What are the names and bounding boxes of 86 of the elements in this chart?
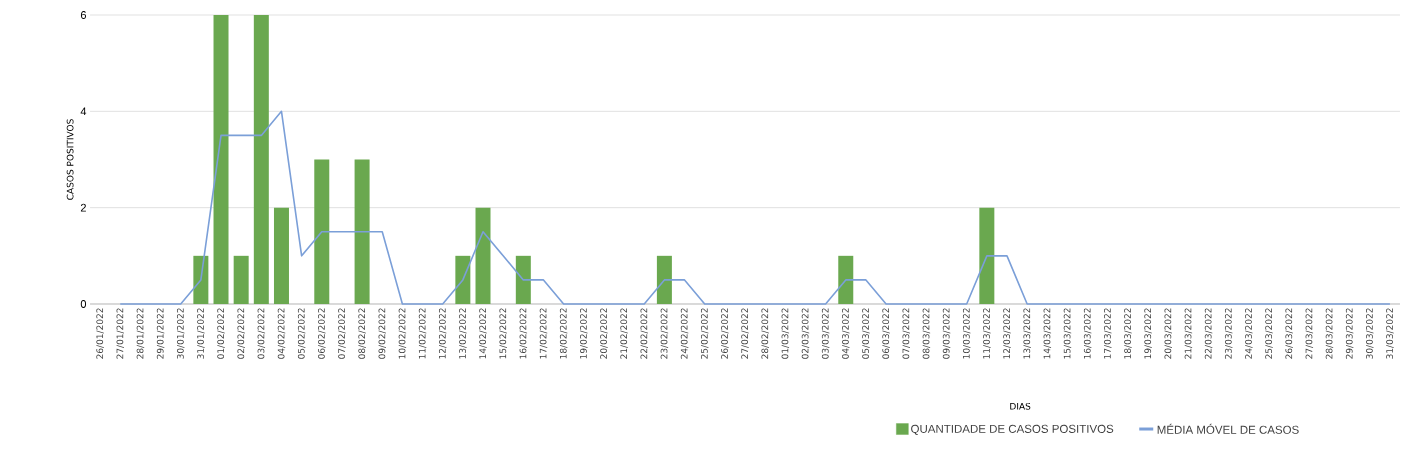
x-tick-label: 06/03/2022 xyxy=(882,308,890,359)
x-tick-label: 03/03/2022 xyxy=(821,308,830,359)
x-tick-label: 02/02/2022 xyxy=(237,308,245,359)
y-tick-label: 6 xyxy=(80,11,86,19)
x-tick-label: 01/03/2022 xyxy=(781,308,790,359)
x-tick-label: 10/02/2022 xyxy=(398,308,407,359)
x-tick-label: 28/01/2022 xyxy=(136,308,145,359)
x-tick-label: 18/03/2022 xyxy=(1124,308,1132,359)
legend-label: QUANTIDADE DE CASOS POSITIVOS xyxy=(911,424,1114,435)
x-tick-label: 31/01/2022 xyxy=(197,308,205,359)
x-tick-label: 02/03/2022 xyxy=(801,308,810,359)
x-tick-label: 26/02/2022 xyxy=(721,308,729,359)
x-tick-label: 15/03/2022 xyxy=(1063,308,1072,359)
x-tick-label: 04/03/2022 xyxy=(842,308,850,359)
x-tick-label: 21/02/2022 xyxy=(620,308,628,359)
x-tick-label: 25/03/2022 xyxy=(1265,308,1273,359)
x-tick-label: 20/03/2022 xyxy=(1164,308,1172,359)
x-tick-label: 05/03/2022 xyxy=(862,308,870,359)
x-tick-label: 11/02/2022 xyxy=(418,308,427,359)
bar xyxy=(354,159,370,304)
x-tick-label: 07/02/2022 xyxy=(338,308,346,359)
x-tick-label: 09/03/2022 xyxy=(942,308,951,359)
bar xyxy=(253,15,269,304)
x-tick-label: 19/03/2022 xyxy=(1144,308,1152,359)
x-tick-label: 03/02/2022 xyxy=(257,308,266,359)
x-tick-label: 27/02/2022 xyxy=(741,308,749,359)
x-tick-label: 08/03/2022 xyxy=(922,308,931,359)
bar xyxy=(455,255,471,304)
x-tick-label: 30/01/2022 xyxy=(176,308,185,359)
legend-label: MÉDIA MÓVEL DE CASOS xyxy=(1157,423,1299,434)
x-tick-label: 24/03/2022 xyxy=(1245,308,1253,359)
x-tick-label: 23/03/2022 xyxy=(1224,308,1233,359)
bar xyxy=(233,255,249,304)
y-tick-label: 2 xyxy=(80,203,86,212)
bar xyxy=(193,255,209,304)
x-tick-label: 16/03/2022 xyxy=(1083,308,1092,359)
bar xyxy=(273,207,289,304)
y-tick-label: 0 xyxy=(80,300,87,308)
x-tick-label: 26/01/2022 xyxy=(96,308,104,359)
bar xyxy=(979,207,995,304)
x-tick-label: 14/02/2022 xyxy=(479,308,487,359)
x-tick-label: 22/02/2022 xyxy=(640,308,648,359)
x-tick-label: 14/03/2022 xyxy=(1043,308,1052,359)
x-tick-label: 22/03/2022 xyxy=(1204,308,1213,359)
x-tick-label: 19/02/2022 xyxy=(580,308,588,359)
bar xyxy=(515,255,531,304)
x-tick-label: 28/02/2022 xyxy=(761,308,769,359)
x-tick-label: 13/02/2022 xyxy=(459,308,467,359)
bar xyxy=(314,159,330,304)
x-tick-label: 17/02/2022 xyxy=(539,308,548,359)
x-tick-label: 29/01/2022 xyxy=(156,308,165,359)
bar xyxy=(213,15,229,304)
x-tick-label: 12/03/2022 xyxy=(1003,308,1011,359)
x-tick-label: 23/02/2022 xyxy=(660,308,669,359)
x-tick-label: 15/02/2022 xyxy=(499,308,507,359)
x-tick-label: 17/03/2022 xyxy=(1104,308,1112,359)
x-tick-label: 07/03/2022 xyxy=(902,308,910,359)
x-tick-label: 25/02/2022 xyxy=(700,308,709,359)
x-tick-label: 16/02/2022 xyxy=(519,308,528,359)
x-tick-label: 12/02/2022 xyxy=(438,308,447,359)
x-axis-title: DIAS xyxy=(1010,402,1031,410)
bar xyxy=(656,255,672,304)
x-tick-label: 30/03/2022 xyxy=(1366,308,1374,359)
x-tick-label: 26/03/2022 xyxy=(1285,308,1293,359)
x-tick-label: 05/02/2022 xyxy=(297,308,306,359)
x-tick-label: 01/02/2022 xyxy=(217,308,225,359)
x-tick-label: 28/03/2022 xyxy=(1325,308,1334,359)
x-tick-label: 27/01/2022 xyxy=(116,308,125,359)
x-tick-label: 29/03/2022 xyxy=(1345,308,1354,359)
x-tick-label: 18/02/2022 xyxy=(559,308,568,359)
x-tick-label: 10/03/2022 xyxy=(962,308,971,359)
x-tick-label: 09/02/2022 xyxy=(378,308,386,359)
x-tick-label: 24/02/2022 xyxy=(680,308,689,359)
x-tick-label: 13/03/2022 xyxy=(1023,308,1031,359)
x-tick-label: 31/03/2022 xyxy=(1386,308,1394,359)
y-axis-title: CASOS POSITIVOS xyxy=(66,119,74,200)
x-tick-label: 06/02/2022 xyxy=(318,308,326,359)
x-tick-label: 21/03/2022 xyxy=(1184,308,1193,359)
x-tick-label: 20/02/2022 xyxy=(600,308,608,359)
x-tick-label: 11/03/2022 xyxy=(983,308,991,359)
x-tick-label: 08/02/2022 xyxy=(358,308,366,359)
y-tick-label: 4 xyxy=(80,107,87,116)
x-tick-label: 04/02/2022 xyxy=(277,308,286,359)
x-tick-label: 27/03/2022 xyxy=(1305,308,1314,359)
bar xyxy=(475,207,491,304)
bar xyxy=(838,255,854,304)
